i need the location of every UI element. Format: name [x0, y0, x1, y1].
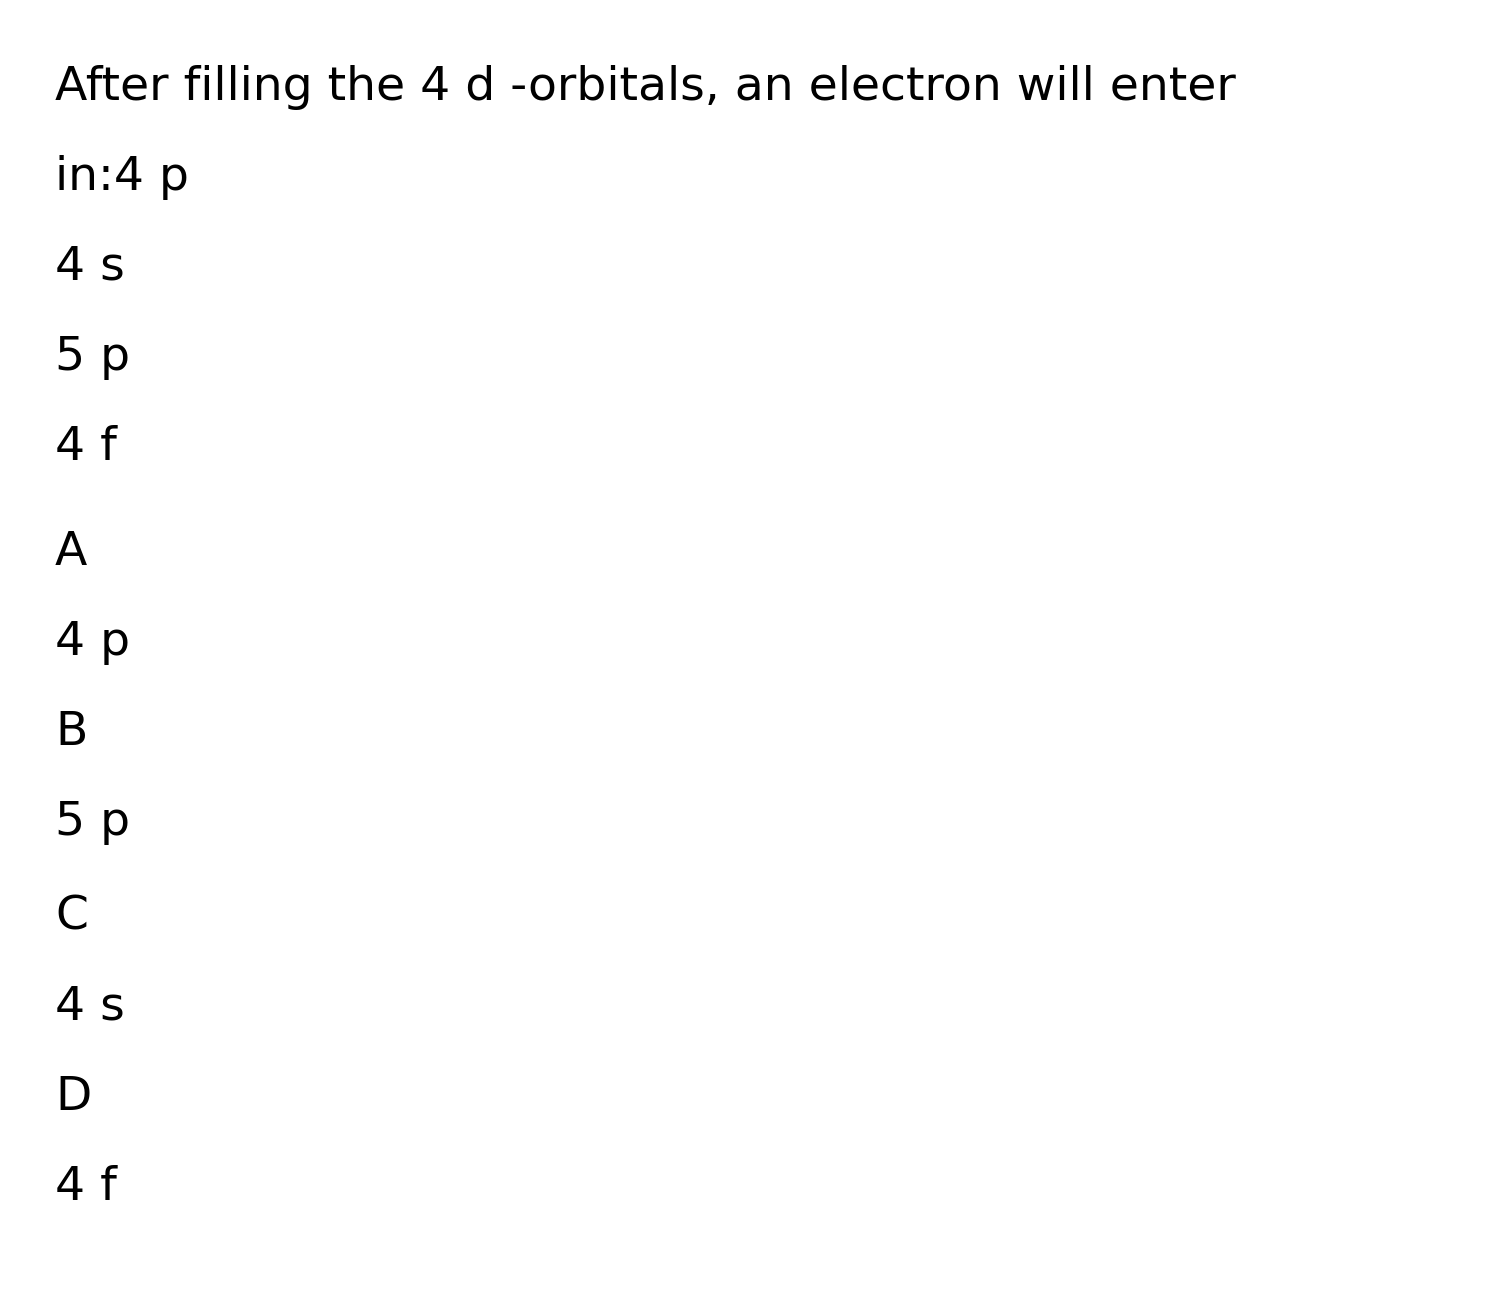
Text: 5 p: 5 p — [56, 799, 130, 845]
Text: B: B — [56, 709, 87, 755]
Text: 4 f: 4 f — [56, 425, 117, 469]
Text: D: D — [56, 1074, 92, 1120]
Text: 4 p: 4 p — [56, 619, 130, 665]
Text: 4 s: 4 s — [56, 245, 125, 289]
Text: in:4 p: in:4 p — [56, 155, 189, 200]
Text: 4 f: 4 f — [56, 1164, 117, 1210]
Text: C: C — [56, 895, 88, 940]
Text: 5 p: 5 p — [56, 335, 130, 379]
Text: 4 s: 4 s — [56, 985, 125, 1030]
Text: After filling the 4 d -orbitals, an electron will enter: After filling the 4 d -orbitals, an elec… — [56, 65, 1236, 110]
Text: A: A — [56, 529, 87, 575]
